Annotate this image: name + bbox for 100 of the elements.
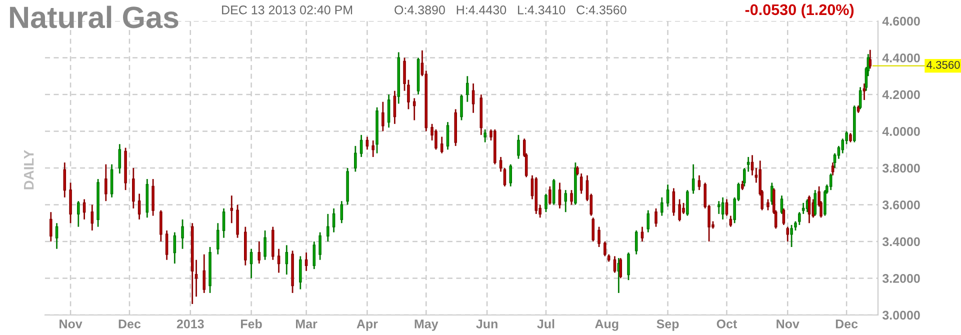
candlestick (138, 193, 141, 220)
candlestick (849, 132, 852, 143)
candlestick (393, 90, 396, 125)
candlestick (82, 198, 86, 220)
candlestick (69, 182, 72, 224)
y-tick-label: 3.0000 (882, 310, 920, 320)
x-tick-label: 2013 (176, 319, 204, 328)
candlestick (55, 222, 58, 250)
candlestick (613, 256, 616, 274)
candlestick (564, 189, 568, 213)
x-tick-label: May (414, 320, 438, 331)
candlestick (721, 196, 724, 220)
candlestick (868, 49, 872, 70)
candlestick (403, 57, 406, 92)
text: O:4.3890 H:4.4430 L:4.3410 C:4.3560 (394, 6, 626, 14)
candlestick (619, 257, 622, 279)
candlestick (862, 82, 866, 101)
candlestick (692, 164, 695, 194)
candlestick (786, 226, 790, 242)
candlestick (808, 194, 811, 224)
candlestick (627, 252, 630, 281)
candlestick (698, 174, 701, 191)
candlestick (382, 101, 384, 132)
candlestick (407, 79, 410, 110)
x-tick-label: Apr (356, 320, 378, 331)
x-tick-label: Jun (476, 320, 498, 328)
candlestick (634, 230, 638, 256)
y-tick-label: 4.0000 (882, 127, 920, 136)
x-tick-label: Aug (595, 320, 618, 331)
candlestick (558, 182, 562, 210)
candlestick (412, 97, 416, 121)
candlestick (372, 140, 374, 158)
y-tick-label: 3.2000 (882, 274, 920, 283)
candlestick (50, 211, 52, 242)
y-tick-label: 3.4000 (882, 237, 920, 246)
candlestick (725, 198, 728, 216)
x-tick-label: Dec (836, 320, 858, 328)
candlestick (678, 198, 681, 222)
candlestick (194, 259, 198, 298)
candlestick (230, 194, 234, 224)
candlestick (654, 208, 658, 228)
candlestick (250, 248, 253, 279)
candlestick (466, 75, 469, 103)
candlestick (660, 196, 664, 216)
candlestick (598, 226, 600, 248)
candlestick (236, 204, 239, 239)
candlestick (326, 213, 330, 242)
candlestick (312, 240, 316, 270)
candlestick (666, 184, 670, 208)
candlestick (440, 136, 444, 154)
candlestick (766, 198, 770, 211)
candlestick (552, 178, 556, 206)
candlestick (729, 215, 732, 228)
x-tick-label: Nov (776, 320, 800, 328)
candlestick (717, 200, 720, 215)
x-tick-label: Oct (716, 319, 737, 328)
candlestick (77, 200, 80, 228)
y-tick-label: 3.8000 (882, 164, 920, 173)
text: DEC 13 2013 02:40 PM (222, 6, 352, 14)
candlestick (503, 167, 506, 188)
x-tick-label: Nov (60, 320, 82, 328)
candlestick (782, 208, 786, 226)
candlestick (318, 232, 322, 261)
candlestick (63, 162, 66, 198)
candlestick (90, 204, 94, 232)
x-tick-label: Dec (118, 320, 141, 328)
candlestick (499, 156, 502, 172)
candlestick (509, 164, 512, 188)
candlestick (460, 94, 463, 121)
text: -0.0530 (1.20%) (745, 4, 854, 18)
candlestick (858, 86, 862, 110)
x-tick-label: Jul (537, 319, 554, 328)
candlestick (831, 162, 834, 176)
candlestick (387, 94, 390, 128)
candlestick (299, 256, 302, 290)
y-tick-label: 4.6000 (882, 16, 920, 26)
candlestick (277, 248, 280, 274)
candlestick (354, 145, 357, 172)
candlestick (160, 210, 162, 242)
candlestick (132, 167, 135, 210)
candlestick (517, 134, 520, 160)
candlestick (570, 189, 573, 206)
candlestick (790, 224, 793, 248)
candlestick (548, 186, 552, 206)
candlestick (118, 143, 122, 174)
candlestick (304, 252, 308, 272)
candlestick (484, 128, 486, 143)
candlestick (446, 121, 450, 150)
candlestick (360, 134, 363, 158)
chart-title: Natural Gas (10, 6, 178, 28)
candlestick (258, 240, 261, 264)
candlestick (202, 254, 206, 294)
annotation: 4.3560 (926, 60, 960, 69)
candlestick (340, 200, 344, 224)
y-axis-title: DAILY (24, 150, 34, 190)
y-tick-label: 3.6000 (882, 200, 920, 210)
candlestick (646, 210, 650, 234)
candlestick (152, 178, 154, 216)
candlestick (750, 154, 754, 176)
x-tick-label: Feb (241, 319, 262, 328)
